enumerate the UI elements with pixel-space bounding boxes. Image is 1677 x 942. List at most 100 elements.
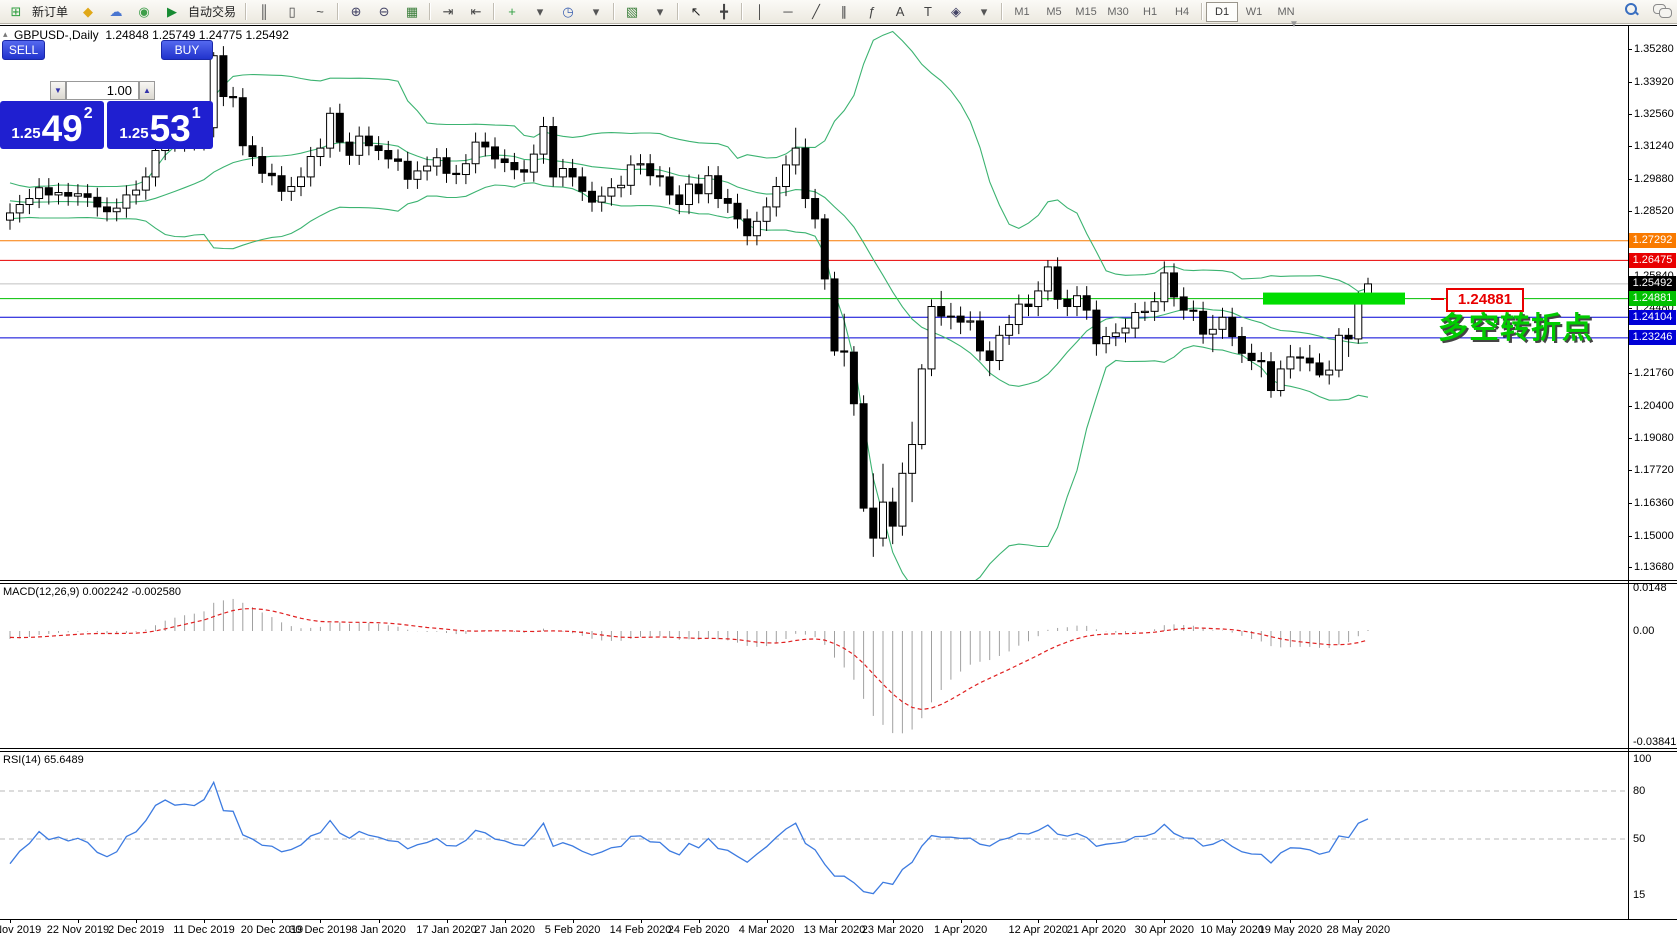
- shapes-dropdown[interactable]: ▾: [980, 3, 988, 19]
- indicators-button[interactable]: +: [508, 4, 516, 19]
- price-tick-label: 1.19080: [1634, 431, 1674, 444]
- candle-body: [1092, 309, 1101, 345]
- candle-body: [869, 507, 878, 539]
- price-badge-1.27292: 1.27292: [1629, 233, 1676, 249]
- macd-tick-label: 0.00: [1633, 625, 1655, 637]
- price-callout-label[interactable]: 1.24881: [1446, 288, 1524, 312]
- buy-price-big: 53: [149, 108, 191, 149]
- line-chart-type-button[interactable]: ~: [316, 4, 324, 19]
- autotrading-button[interactable]: ▶: [167, 3, 178, 19]
- candle-body: [1344, 334, 1353, 340]
- candle-body: [1063, 298, 1072, 308]
- cursor-button[interactable]: ↖: [690, 3, 702, 19]
- candle-body: [384, 150, 393, 160]
- hline-button[interactable]: ─: [783, 4, 793, 19]
- timeframe-button-m5[interactable]: M5: [1046, 5, 1062, 18]
- candle-body: [219, 55, 228, 98]
- candle-body: [1073, 295, 1081, 308]
- candle-body: [685, 183, 693, 206]
- candle-body: [1082, 295, 1091, 311]
- candle-body: [93, 196, 102, 208]
- chat-icon[interactable]: [1653, 3, 1672, 18]
- rsi-label: RSI(14) 65.6489: [3, 754, 84, 766]
- sell-price-panel[interactable]: 1.25 49 2: [0, 101, 104, 149]
- timeframe-button-h4[interactable]: H4: [1175, 5, 1190, 18]
- candle-body: [704, 175, 713, 195]
- panel-separator[interactable]: [0, 580, 1677, 581]
- zoom-out-button[interactable]: ⊖: [378, 3, 390, 19]
- candle-body: [1325, 369, 1334, 376]
- time-tick-mark: [960, 919, 962, 923]
- timeframe-button-mn[interactable]: MN: [1277, 5, 1295, 18]
- panel-separator[interactable]: [0, 748, 1677, 749]
- crosshair-button[interactable]: ╋: [720, 3, 728, 19]
- chart-shift-marker-icon[interactable]: ▼: [1289, 19, 1299, 30]
- candle-body: [946, 315, 955, 318]
- indicators-dropdown[interactable]: ▾: [536, 3, 544, 19]
- label-button[interactable]: T: [924, 4, 932, 19]
- periods-dropdown[interactable]: ▾: [592, 3, 600, 19]
- search-icon[interactable]: [1625, 3, 1639, 17]
- support-bar-annotation[interactable]: [1263, 292, 1405, 305]
- signals-button[interactable]: ◉: [138, 3, 150, 19]
- buy-button[interactable]: BUY: [161, 40, 213, 60]
- shapes-button[interactable]: ◈: [951, 3, 962, 19]
- vline-button[interactable]: │: [755, 4, 765, 19]
- timeframe-button-h1[interactable]: H1: [1143, 5, 1158, 18]
- templates-dropdown[interactable]: ▾: [656, 3, 664, 19]
- candle-body: [112, 207, 121, 213]
- time-tick-label: 23 Mar 2020: [861, 924, 924, 936]
- mql-editor-button[interactable]: ◆: [83, 3, 94, 19]
- timeframe-button-m1[interactable]: M1: [1014, 5, 1030, 18]
- zoom-in-button[interactable]: ⊕: [350, 3, 362, 19]
- volume-decrement-button[interactable]: ▼: [50, 81, 66, 100]
- periods-button[interactable]: ◷: [562, 3, 574, 19]
- autotrading-button-label[interactable]: 自动交易: [188, 5, 237, 19]
- timeframe-button-d1[interactable]: D1: [1206, 1, 1239, 22]
- panel-separator[interactable]: [0, 583, 1677, 584]
- chart-shift-button[interactable]: ⇤: [470, 3, 482, 19]
- text-button[interactable]: A: [895, 4, 905, 19]
- bar-chart-type-button[interactable]: ║: [259, 4, 269, 19]
- candle-body: [35, 187, 44, 200]
- price-tick-mark: [1628, 145, 1632, 147]
- tile-windows-button[interactable]: ▦: [405, 3, 419, 19]
- timeframe-button-m30[interactable]: M30: [1107, 5, 1129, 18]
- candle-body: [558, 168, 567, 178]
- candle-chart-type-button[interactable]: ▯: [288, 3, 296, 19]
- trendline-button[interactable]: ╱: [812, 3, 820, 19]
- time-tick-mark: [204, 919, 205, 923]
- candle-body: [374, 145, 383, 152]
- rsi-tick-label: 50: [1633, 833, 1646, 845]
- timeframe-button-w1[interactable]: W1: [1245, 5, 1263, 18]
- macd-panel-canvas[interactable]: [0, 583, 1628, 748]
- volume-increment-button[interactable]: ▲: [139, 81, 155, 100]
- candle-body: [733, 202, 742, 220]
- sell-button[interactable]: SELL: [2, 40, 45, 60]
- price-badge-1.25492: 1.25492: [1629, 276, 1676, 292]
- candle-body: [258, 156, 267, 174]
- time-tick-mark: [892, 919, 894, 923]
- buy-price-panel[interactable]: 1.25 53 1: [107, 101, 213, 149]
- candle-body: [209, 55, 218, 129]
- channel-button[interactable]: ∥: [840, 3, 848, 19]
- fibonacci-button[interactable]: ƒ: [868, 4, 876, 19]
- auto-scroll-button[interactable]: ⇥: [442, 3, 454, 19]
- community-button[interactable]: ☁: [109, 3, 123, 19]
- candle-body: [1296, 356, 1305, 359]
- time-axis-border: [0, 919, 1677, 920]
- turning-point-note[interactable]: 多空转折点: [1438, 312, 1593, 345]
- price-chart-canvas[interactable]: [0, 26, 1628, 580]
- candle-body: [588, 190, 596, 203]
- panel-separator[interactable]: [0, 751, 1677, 752]
- buy-price-small: 1.25: [119, 125, 149, 142]
- price-tick-mark: [1628, 567, 1632, 569]
- templates-button[interactable]: ▧: [625, 3, 639, 19]
- new-order-button-label[interactable]: 新订单: [32, 5, 69, 19]
- sell-price-sup: 2: [83, 105, 93, 122]
- volume-input[interactable]: [66, 81, 139, 100]
- rsi-panel-canvas[interactable]: [0, 751, 1628, 919]
- new-order-button[interactable]: ⊞: [10, 3, 22, 19]
- price-tick-label: 1.20400: [1634, 400, 1674, 413]
- timeframe-button-m15[interactable]: M15: [1075, 5, 1097, 18]
